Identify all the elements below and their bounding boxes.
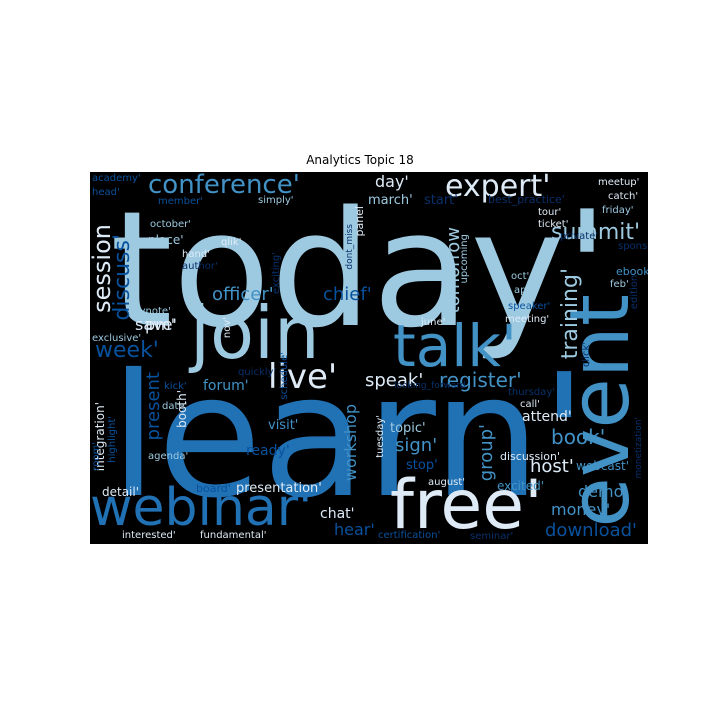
cloud-word: ready' bbox=[246, 443, 290, 459]
cloud-word: call' bbox=[520, 399, 540, 410]
cloud-word: private' bbox=[560, 231, 599, 242]
cloud-word: tour' bbox=[538, 207, 562, 218]
cloud-word: speak' bbox=[365, 370, 424, 391]
cloud-word: download' bbox=[545, 520, 637, 541]
cloud-word: edition' bbox=[629, 272, 640, 310]
cloud-word: keynote' bbox=[128, 306, 171, 317]
cloud-word: member' bbox=[158, 196, 203, 207]
cloud-word: friday' bbox=[602, 205, 634, 216]
cloud-word: dont_miss bbox=[345, 224, 355, 270]
cloud-word: exciting' bbox=[271, 252, 282, 295]
cloud-word: academy' bbox=[92, 173, 141, 184]
cloud-word: april' bbox=[514, 285, 539, 296]
cloud-word: speaker' bbox=[508, 301, 551, 312]
cloud-word: expert' bbox=[445, 172, 551, 204]
cloud-word: thursday' bbox=[508, 387, 556, 398]
cloud-word: day' bbox=[375, 172, 409, 191]
cloud-word: exclusive' bbox=[92, 333, 142, 344]
cloud-word: tuesday' bbox=[375, 415, 386, 458]
cloud-word: ebook' bbox=[616, 265, 648, 278]
cloud-word: qlik' bbox=[221, 237, 242, 248]
cloud-word: upcoming bbox=[459, 234, 470, 284]
cloud-word: kick' bbox=[164, 381, 187, 392]
cloud-word: date' bbox=[162, 401, 188, 412]
cloud-word: summit' bbox=[551, 220, 641, 245]
cloud-word: free' bbox=[390, 466, 543, 544]
cloud-word: forum' bbox=[203, 378, 249, 394]
cloud-word: group' bbox=[476, 424, 497, 482]
cloud-word: nov' bbox=[222, 317, 233, 339]
cloud-word: fundamental' bbox=[200, 530, 267, 541]
cloud-word: place' bbox=[148, 233, 184, 247]
cloud-word: attend' bbox=[522, 409, 572, 425]
cloud-word: schedule' bbox=[279, 352, 290, 400]
cloud-word: training' bbox=[558, 268, 583, 360]
cloud-word: meetup' bbox=[598, 177, 640, 188]
cloud-word: looking_forward bbox=[394, 381, 466, 391]
cloud-word: interested' bbox=[122, 530, 176, 541]
cloud-word: highlight' bbox=[107, 416, 118, 463]
cloud-word: chief' bbox=[323, 284, 372, 305]
cloud-word: register' bbox=[439, 368, 522, 392]
cloud-word: start' bbox=[424, 193, 458, 208]
cloud-word: october' bbox=[150, 219, 192, 230]
cloud-word: officer' bbox=[212, 284, 274, 305]
cloud-word: agenda' bbox=[148, 451, 189, 462]
cloud-word: chat' bbox=[320, 506, 355, 522]
cloud-word: host' bbox=[530, 456, 574, 477]
cloud-word: ticket' bbox=[538, 219, 569, 230]
cloud-word: money' bbox=[551, 500, 611, 519]
cloud-word: quickly' bbox=[238, 367, 277, 378]
cloud-word: conference' bbox=[148, 172, 300, 200]
cloud-word: august' bbox=[428, 477, 466, 488]
cloud-word: author' bbox=[182, 261, 218, 272]
cloud-word: click' bbox=[581, 342, 592, 368]
cloud-word: head' bbox=[92, 187, 120, 198]
cloud-word: june' bbox=[421, 317, 446, 328]
cloud-word: topic' bbox=[390, 421, 426, 436]
cloud-word: seminar' bbox=[470, 531, 514, 542]
cloud-word: booth' bbox=[175, 390, 189, 428]
figure-title: Analytics Topic 18 bbox=[306, 153, 414, 167]
cloud-word: demo' bbox=[578, 482, 628, 501]
cloud-word: presentation' bbox=[236, 481, 322, 496]
cloud-word: stop' bbox=[406, 458, 438, 473]
cloud-word: monetization' bbox=[634, 417, 644, 479]
cloud-word: panel bbox=[353, 206, 366, 237]
cloud-word: talk' bbox=[393, 312, 517, 380]
cloud-word: catch' bbox=[608, 191, 639, 202]
cloud-word: oct' bbox=[511, 271, 530, 282]
cloud-word: visit' bbox=[268, 418, 299, 433]
cloud-word: workshop bbox=[341, 404, 360, 482]
cloud-word: march' bbox=[368, 193, 413, 208]
cloud-word: sign' bbox=[395, 435, 438, 456]
cloud-word: pm' bbox=[145, 315, 176, 334]
cloud-word: book' bbox=[551, 425, 606, 449]
cloud-word: learn' bbox=[110, 338, 588, 536]
cloud-word: meeting' bbox=[505, 314, 550, 325]
cloud-word: live' bbox=[268, 357, 338, 397]
cloud-word: board' bbox=[196, 482, 231, 495]
cloud-word: join bbox=[190, 291, 320, 375]
cloud-word: webinar' bbox=[90, 478, 313, 538]
cloud-word: detail' bbox=[102, 485, 140, 499]
cloud-word: today' bbox=[110, 176, 609, 363]
cloud-word: certification' bbox=[378, 530, 441, 541]
cloud-word: save' bbox=[135, 315, 177, 334]
cloud-word: discussion' bbox=[500, 450, 561, 463]
word-cloud: today' learn' join talk' event free' webinar' e… bbox=[90, 172, 648, 544]
cloud-word: room' bbox=[91, 442, 102, 471]
cloud-word: feb' bbox=[610, 279, 629, 290]
cloud-word: webcast' bbox=[576, 459, 630, 473]
cloud-word: excited' bbox=[497, 479, 544, 493]
cloud-word: present bbox=[143, 372, 164, 441]
cloud-word: sponsor' bbox=[618, 241, 648, 252]
cloud-word: simply' bbox=[258, 195, 294, 206]
cloud-word: hand' bbox=[182, 249, 210, 260]
cloud-word: week' bbox=[95, 338, 159, 363]
cloud-word: hear' bbox=[334, 520, 375, 539]
cloud-word: best_practice' bbox=[488, 193, 565, 206]
